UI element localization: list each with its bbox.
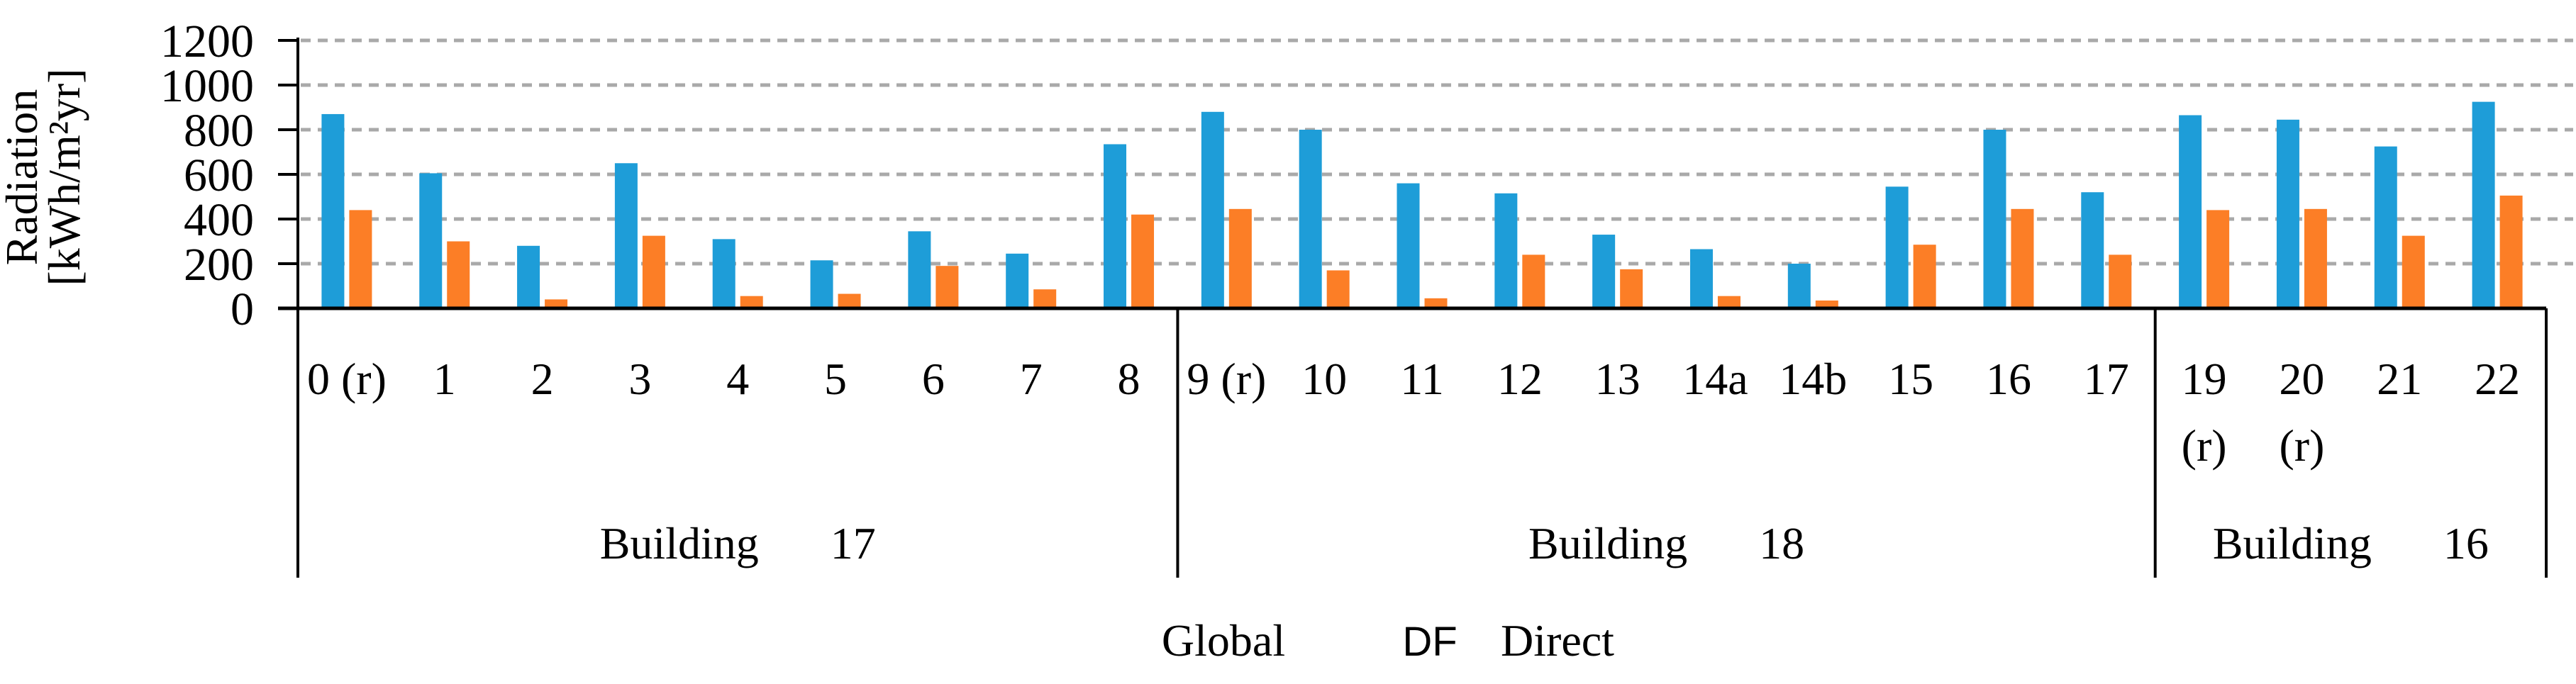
x-cat-label-4: 4: [726, 354, 749, 404]
y-tick-label-800: 800: [184, 105, 254, 157]
bar-global-22: [2472, 101, 2495, 308]
x-cat-label-17: 17: [2084, 354, 2129, 404]
x-cat-label-3: 3: [628, 354, 651, 404]
bar-global-19 (r): [2179, 115, 2202, 308]
bar-direct-17: [2109, 254, 2132, 308]
bar-global-14a: [1689, 249, 1713, 308]
bar-direct-4: [740, 296, 763, 308]
bar-direct-3: [642, 235, 665, 308]
x-cat-label-13: 13: [1595, 354, 1640, 404]
bar-global-10: [1299, 130, 1322, 308]
x-cat-label-9 (r): 9 (r): [1187, 354, 1266, 404]
y-axis-title-line2: [kWh/m²yr]: [39, 68, 89, 286]
legend-label-direct: Direct: [1501, 615, 1614, 666]
bar-direct-22: [2499, 195, 2523, 308]
x-cat-label-19 (r)-line1: 19: [2182, 354, 2227, 404]
bar-direct-2: [545, 299, 568, 308]
bar-direct-1: [447, 241, 470, 308]
x-cat-label-7: 7: [1020, 354, 1043, 404]
bar-direct-5: [838, 293, 861, 308]
bar-global-13: [1592, 235, 1616, 308]
x-cat-label-14b: 14b: [1779, 354, 1847, 404]
y-tick-label-1200: 1200: [160, 16, 254, 67]
legend-watermark-text: DF: [1402, 619, 1457, 665]
legend-label-global: Global: [1162, 615, 1285, 666]
bar-direct-8: [1131, 214, 1155, 308]
x-cat-label-8: 8: [1118, 354, 1140, 404]
bar-global-5: [810, 260, 833, 308]
x-cat-label-15: 15: [1888, 354, 1933, 404]
bar-global-4: [712, 239, 735, 308]
y-tick-label-200: 200: [184, 239, 254, 291]
bar-direct-7: [1033, 289, 1057, 308]
bar-direct-13: [1620, 269, 1643, 308]
group-label-2: Building 16: [2213, 518, 2489, 568]
x-cat-label-20 (r)-line2: (r): [2279, 420, 2324, 471]
bar-direct-20 (r): [2304, 208, 2327, 308]
bar-direct-15: [1913, 245, 1936, 308]
bar-direct-16: [2011, 208, 2034, 308]
x-cat-label-2: 2: [531, 354, 554, 404]
y-tick-label-400: 400: [184, 194, 254, 246]
bar-global-14b: [1787, 264, 1811, 308]
bar-global-9 (r): [1201, 111, 1224, 309]
bar-global-11: [1397, 183, 1420, 308]
bar-global-12: [1494, 193, 1518, 308]
bar-global-20 (r): [2276, 119, 2299, 308]
y-tick-label-1000: 1000: [160, 60, 254, 112]
x-cat-label-21: 21: [2377, 354, 2422, 404]
bar-global-21: [2374, 146, 2397, 308]
bar-direct-0 (r): [349, 210, 372, 308]
x-cat-label-5: 5: [824, 354, 847, 404]
x-cat-label-20 (r)-line1: 20: [2279, 354, 2324, 404]
bar-global-2: [517, 245, 540, 308]
group-label-0: Building 17: [600, 518, 876, 568]
bar-global-7: [1006, 253, 1029, 308]
y-tick-label-0: 0: [231, 284, 254, 335]
bar-direct-14b: [1815, 300, 1838, 308]
x-cat-label-14a: 14a: [1682, 354, 1748, 404]
bar-global-3: [614, 163, 638, 308]
bar-global-1: [419, 173, 443, 308]
x-cat-label-12: 12: [1497, 354, 1543, 404]
bar-global-6: [908, 231, 931, 308]
bar-direct-19 (r): [2206, 210, 2230, 308]
bar-direct-12: [1522, 254, 1545, 308]
bar-direct-21: [2402, 235, 2425, 308]
x-cat-label-1: 1: [433, 354, 456, 404]
bar-global-17: [2081, 192, 2104, 308]
bar-direct-9 (r): [1228, 208, 1252, 308]
x-cat-label-10: 10: [1301, 354, 1347, 404]
bar-direct-6: [936, 266, 959, 308]
x-cat-label-19 (r)-line2: (r): [2182, 420, 2227, 471]
bar-global-16: [1983, 130, 2006, 308]
x-cat-label-22: 22: [2475, 354, 2520, 404]
y-tick-label-600: 600: [184, 150, 254, 201]
bar-direct-10: [1326, 270, 1350, 308]
x-cat-label-6: 6: [922, 354, 945, 404]
x-cat-label-0 (r): 0 (r): [307, 354, 387, 404]
bar-direct-11: [1424, 298, 1448, 308]
x-cat-label-11: 11: [1400, 354, 1444, 404]
x-cat-label-16: 16: [1986, 354, 2031, 404]
bar-global-8: [1104, 144, 1127, 308]
group-label-1: Building 18: [1528, 518, 1804, 568]
y-axis-title-line1: Radiation: [0, 89, 47, 266]
bar-global-0 (r): [321, 113, 345, 308]
bar-direct-14a: [1717, 296, 1741, 308]
bar-global-15: [1885, 186, 1909, 308]
